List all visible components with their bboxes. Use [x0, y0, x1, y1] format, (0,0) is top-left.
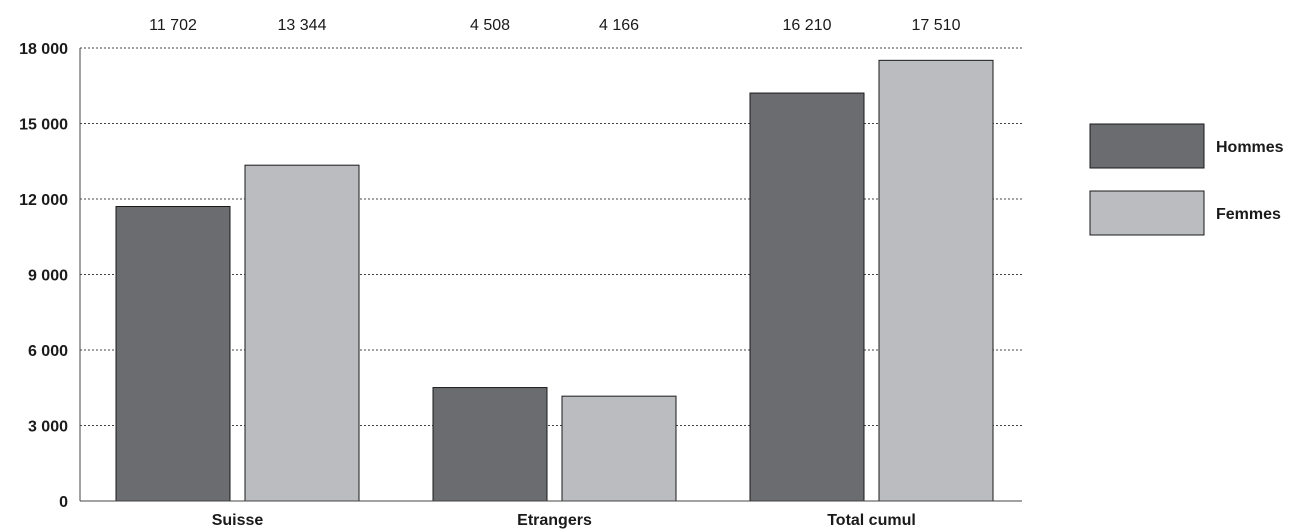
bar-femmes-0	[244, 164, 360, 502]
data-label: 13 344	[278, 17, 327, 34]
data-label: 17 510	[912, 17, 961, 34]
value-labels: 11 702 13 344 4 508 4 166 16 210 17 510	[149, 17, 960, 34]
y-tick-label: 18 000	[19, 41, 68, 58]
bar-hommes-2	[749, 92, 865, 502]
data-label: 16 210	[783, 17, 832, 34]
bar-femmes-1	[561, 395, 677, 502]
legend-swatch	[1089, 190, 1205, 236]
y-tick-label: 9 000	[28, 268, 68, 285]
gridlines	[80, 47, 1022, 426]
legend: Hommes Femmes	[1089, 123, 1284, 236]
y-tick-label: 0	[59, 494, 68, 511]
data-label: 4 166	[599, 17, 639, 34]
legend-label: Femmes	[1216, 206, 1281, 223]
y-tick-label: 15 000	[19, 117, 68, 134]
bar-hommes-1	[432, 387, 548, 502]
category-label: Total cumul	[827, 512, 916, 529]
axes	[79, 48, 1022, 502]
y-tick-label: 3 000	[28, 419, 68, 436]
y-axis-ticks: 0 3 000 6 000 9 000 12 000 15 000 18 000	[19, 41, 68, 511]
category-label: Etrangers	[517, 512, 592, 529]
legend-label: Hommes	[1216, 139, 1284, 156]
bar-femmes-2	[878, 59, 994, 502]
bar-hommes-0	[115, 205, 231, 502]
category-label: Suisse	[212, 512, 264, 529]
data-label: 11 702	[149, 17, 197, 34]
data-label: 4 508	[470, 17, 510, 34]
bars	[115, 59, 994, 502]
legend-swatch	[1089, 123, 1205, 169]
y-tick-label: 6 000	[28, 343, 68, 360]
y-tick-label: 12 000	[19, 192, 68, 209]
category-labels: Suisse Etrangers Total cumul	[212, 512, 916, 529]
